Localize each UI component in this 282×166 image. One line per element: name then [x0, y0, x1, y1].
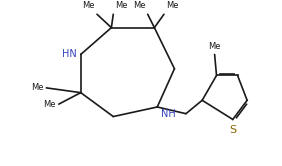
- Text: Me: Me: [115, 1, 128, 10]
- Text: Me: Me: [31, 83, 43, 92]
- Text: HN: HN: [62, 49, 77, 59]
- Text: Me: Me: [166, 1, 178, 10]
- Text: Me: Me: [83, 1, 95, 10]
- Text: Me: Me: [133, 1, 146, 10]
- Text: NH: NH: [161, 109, 176, 119]
- Text: Me: Me: [208, 42, 221, 51]
- Text: S: S: [229, 125, 236, 135]
- Text: Me: Me: [43, 100, 56, 109]
